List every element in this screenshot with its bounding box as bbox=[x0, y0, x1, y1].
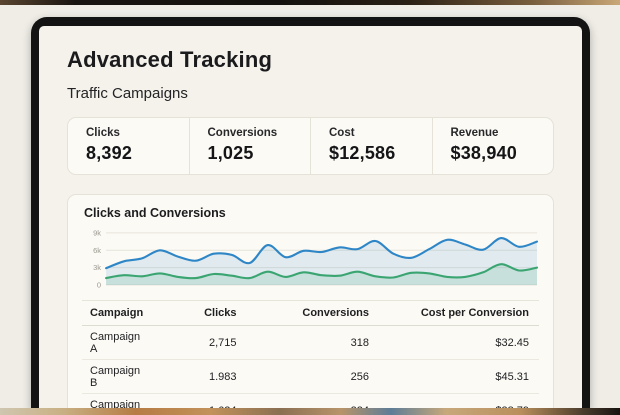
table-cell: 1,624 bbox=[159, 393, 247, 410]
table-cell: 2,715 bbox=[208, 336, 237, 349]
stat-card-cost: Cost $12,586 bbox=[310, 118, 432, 174]
stats-row: Clicks 8,392 Conversions 1,025 Cost $12,586 Re… bbox=[67, 117, 554, 175]
table-row: Campaign B 1.983 256 $45.31 bbox=[82, 359, 539, 394]
conversions-line bbox=[105, 263, 539, 280]
stat-card-clicks: Clicks 8,392 bbox=[68, 118, 189, 174]
stat-label: Cost bbox=[329, 127, 355, 139]
table-cell: Campaign B bbox=[82, 359, 160, 394]
column-header: Clicks bbox=[159, 300, 247, 326]
svg-text:0: 0 bbox=[97, 281, 101, 290]
table-cell: Campaign C bbox=[82, 393, 160, 410]
table-cell: 1.983 bbox=[159, 359, 247, 394]
conversions-area bbox=[106, 264, 537, 285]
stat-value: 1,025 bbox=[207, 143, 254, 163]
svg-text:3k: 3k bbox=[93, 263, 101, 272]
table-cell: 318 bbox=[350, 336, 370, 349]
table-row: Campaign C1,624224$38.79 bbox=[82, 393, 539, 410]
page-title: Advanced Tracking bbox=[67, 47, 273, 72]
campaign-table-header: Campaign Clicks Conversions Cost per Conver… bbox=[82, 300, 539, 326]
page-subtitle: Traffic Campaigns bbox=[67, 85, 188, 102]
stat-label: Conversions bbox=[207, 127, 278, 139]
chart-table-card: Clicks and Conversions 9k 6k 3k 0 Campaign C… bbox=[67, 194, 554, 410]
stat-label: Clicks bbox=[86, 127, 120, 139]
column-header: Campaign bbox=[82, 300, 160, 326]
table-cell: $45.31 bbox=[379, 359, 539, 394]
column-header: Cost per Conversion bbox=[379, 300, 539, 326]
clicks-line bbox=[105, 237, 539, 270]
table-row: Campaign A 2,715 318 $32.45 bbox=[82, 326, 539, 360]
stat-value: 8,392 bbox=[86, 143, 133, 163]
stat-card-conversions: Conversions 1,025 bbox=[188, 118, 311, 174]
table-cell: 224 bbox=[246, 393, 380, 410]
campaign-table: Campaign Clicks Conversions Cost per Conver… bbox=[82, 300, 539, 410]
clicks-conversions-chart: 9k 6k 3k 0 bbox=[93, 229, 539, 290]
table-cell: $32.45 bbox=[495, 336, 529, 349]
campaign-table-body: Campaign A 2,715 318 $32.45 Campaign B 1.983 2… bbox=[82, 326, 539, 410]
background-photo-strip-bottom bbox=[0, 408, 620, 415]
table-cell: 256 bbox=[246, 359, 380, 394]
svg-text:6k: 6k bbox=[93, 246, 101, 255]
stat-value: $12,586 bbox=[329, 143, 396, 163]
stat-label: Revenue bbox=[450, 127, 499, 139]
chart-title: Clicks and Conversions bbox=[84, 206, 226, 220]
table-cell: $38.79 bbox=[379, 393, 539, 410]
column-header: Conversions bbox=[246, 300, 380, 326]
device-frame: Advanced Tracking Traffic Campaigns Clic… bbox=[31, 17, 590, 410]
background-photo-strip-top bbox=[0, 0, 620, 5]
svg-text:9k: 9k bbox=[93, 229, 101, 238]
table-cell: Campaign A bbox=[90, 330, 141, 355]
stat-card-revenue: Revenue $38,940 bbox=[431, 118, 554, 174]
stat-value: $38,940 bbox=[450, 143, 517, 163]
dashboard-screen: Advanced Tracking Traffic Campaigns Clic… bbox=[39, 26, 582, 410]
